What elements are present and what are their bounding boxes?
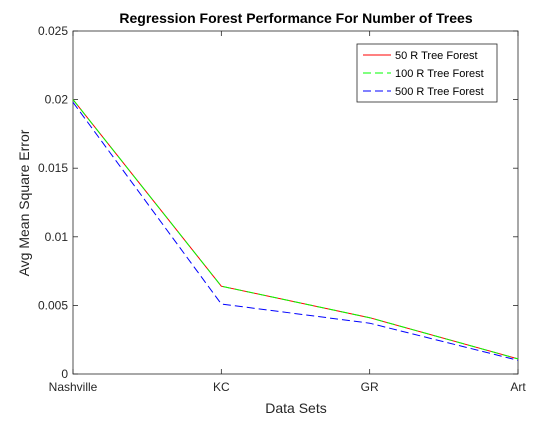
x-tick-label: KC [213, 380, 230, 394]
legend-label: 50 R Tree Forest [395, 50, 478, 62]
y-tick-label: 0.005 [38, 298, 68, 312]
y-tick-label: 0.02 [45, 93, 69, 107]
x-tick-label: Art [510, 380, 526, 394]
y-tick-label: 0.01 [45, 230, 69, 244]
legend-label: 100 R Tree Forest [395, 68, 484, 80]
plot-area: 0 0.005 0.01 0.015 0.02 0.025 Nashville KC GR Art… [38, 24, 526, 394]
chart-title: Regression Forest Performance For Number… [119, 10, 472, 26]
x-tick-label: GR [361, 380, 379, 394]
series-line-3 [72, 102, 519, 361]
series-line-2 [72, 99, 519, 360]
legend-label: 500 R Tree Forest [395, 86, 484, 98]
series-line-1 [72, 99, 519, 360]
y-tick-label: 0.015 [38, 161, 68, 175]
x-axis-label: Data Sets [265, 400, 326, 416]
y-tick-label: 0 [61, 367, 68, 381]
y-tick-label: 0.025 [38, 24, 68, 38]
axes-box [72, 30, 519, 375]
x-tick-label: Nashville [49, 380, 98, 394]
y-axis-label: Avg Mean Square Error [16, 129, 32, 276]
